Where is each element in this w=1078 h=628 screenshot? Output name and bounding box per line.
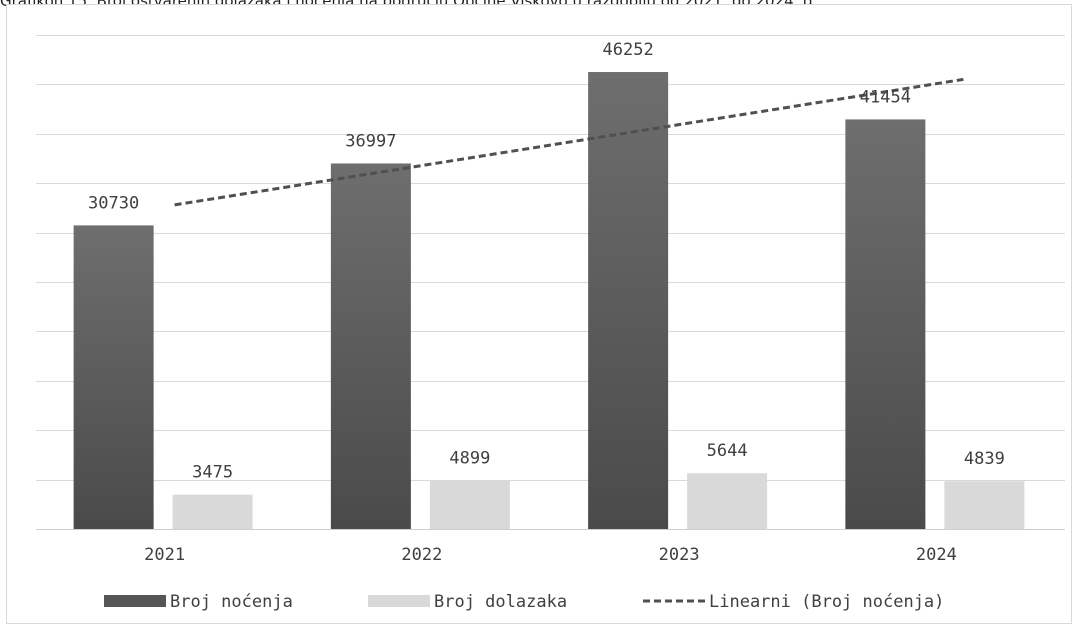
data-label: 5644 bbox=[707, 441, 748, 461]
x-tick-label: 2023 bbox=[659, 545, 700, 565]
bars bbox=[73, 72, 1025, 529]
x-tick-label: 2021 bbox=[144, 545, 185, 565]
legend-label-trendline: Linearni (Broj noćenja) bbox=[709, 592, 944, 612]
bar-dolazaka bbox=[687, 473, 768, 529]
legend-swatch-dolazaka bbox=[368, 595, 430, 607]
bar-nocenja bbox=[588, 72, 669, 529]
bar-dolazaka bbox=[944, 481, 1025, 529]
x-axis-ticks: 2021 2022 2023 2024 bbox=[144, 545, 957, 565]
data-labels: 30730 3475 36997 4899 46252 5644 41454 4839 bbox=[88, 40, 1005, 483]
trendline-line bbox=[174, 77, 964, 207]
data-label: 4839 bbox=[964, 449, 1005, 469]
data-label: 4899 bbox=[449, 449, 490, 469]
bar-nocenja bbox=[73, 225, 154, 529]
data-label: 46252 bbox=[603, 40, 654, 60]
bar-dolazaka bbox=[172, 494, 253, 529]
bar-dolazaka bbox=[429, 480, 510, 529]
trendline bbox=[174, 77, 964, 207]
bar-nocenja bbox=[845, 119, 926, 529]
x-tick-label: 2024 bbox=[916, 545, 957, 565]
legend: Broj noćenja Broj dolazaka Linearni (Broj … bbox=[104, 592, 944, 612]
bar-nocenja bbox=[330, 163, 411, 529]
x-tick-label: 2022 bbox=[401, 545, 442, 565]
legend-label-nocenja: Broj noćenja bbox=[170, 592, 293, 612]
data-label: 36997 bbox=[345, 131, 396, 151]
data-label: 30730 bbox=[88, 193, 139, 213]
legend-swatch-nocenja bbox=[104, 595, 166, 607]
legend-label-dolazaka: Broj dolazaka bbox=[434, 592, 567, 612]
data-label: 41454 bbox=[860, 87, 911, 107]
data-label: 3475 bbox=[192, 463, 233, 483]
